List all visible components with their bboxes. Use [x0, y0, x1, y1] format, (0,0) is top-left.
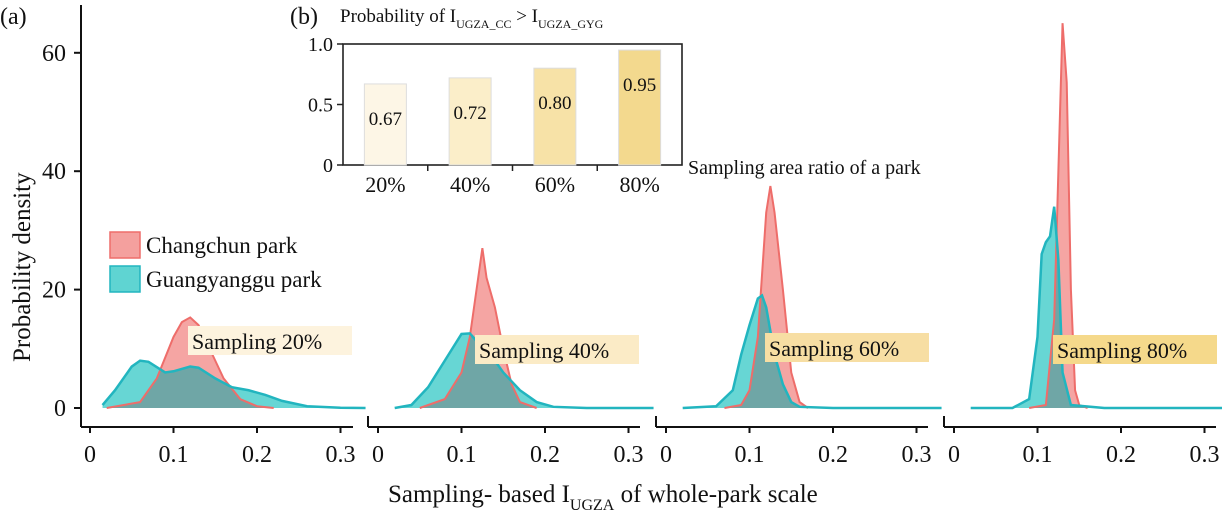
sampling-annotation-label: Sampling 20% — [192, 329, 322, 354]
changchun-density-line — [106, 316, 274, 409]
x-tick-label: 0.2 — [530, 442, 560, 468]
changchun-density-line — [419, 248, 537, 409]
inset-y-tick-label: 0 — [323, 155, 333, 177]
inset-x-axis-label: Sampling area ratio of a park — [688, 157, 921, 179]
legend-label: Guangyanggu park — [146, 267, 322, 292]
sampling-annotation-label: Sampling 80% — [1057, 338, 1187, 363]
inset-bar — [533, 67, 577, 166]
panel-b-label: (b) — [290, 4, 318, 30]
density-panel: 0 0.1 0.2 0.3 Sampling 20% — [81, 316, 366, 468]
panel-a-label: (a) — [0, 4, 27, 30]
x-tick-label: 0.2 — [242, 442, 272, 468]
x-axis-label-tail: of whole-park scale — [614, 481, 817, 508]
inset-x-tick-label: 20% — [365, 172, 405, 197]
inset-title-sub1: UGZA_CC — [456, 17, 511, 31]
changchun-density-line — [1028, 23, 1088, 409]
sampling-annotation-label: Sampling 60% — [769, 336, 899, 361]
x-tick-label: 0.3 — [1190, 442, 1220, 468]
x-axis-label-main: Sampling- based I — [388, 481, 570, 508]
inset-title-main: Probability of I — [340, 6, 456, 27]
y-axis-label: Probability density — [9, 172, 36, 362]
x-axis-label-sub: UGZA — [570, 497, 615, 513]
inset-bar — [448, 77, 492, 166]
x-axis-label: Sampling- based IUGZA of whole-park scal… — [388, 481, 818, 513]
x-tick-label: 0 — [372, 442, 384, 468]
x-tick-label: 0.3 — [902, 442, 932, 468]
legend-swatch — [109, 265, 141, 293]
inset-x-tick-label: 40% — [450, 172, 490, 197]
sampling-annotation-bg — [475, 335, 639, 364]
y-tick-label: 20 — [42, 278, 66, 304]
guangyanggu-density-line — [970, 206, 1222, 410]
x-tick-label: 0.3 — [326, 442, 356, 468]
changchun-density-line — [724, 185, 809, 409]
inset-bar-value-label: 0.67 — [369, 109, 402, 130]
guangyanggu-density-area — [682, 295, 942, 408]
y-tick-label: 40 — [42, 159, 66, 185]
inset-bar-value-label: 0.72 — [454, 103, 487, 124]
changchun-density-area — [1029, 23, 1088, 408]
x-tick-label: 0 — [660, 442, 672, 468]
x-tick-label: 0.3 — [614, 442, 644, 468]
legend: Changchun park Guangyanggu park — [109, 231, 322, 293]
x-tick-label: 0.2 — [1106, 442, 1136, 468]
x-tick-label: 0.1 — [1023, 442, 1053, 468]
density-panel: 0 0.1 0.2 0.3 Sampling 80% — [943, 23, 1222, 468]
density-plots: 0 20 40 60 0 0.1 0.2 0.3 Sampling 20% 0 0.1 0.2 0.3 S… — [42, 5, 1222, 468]
inset-bar-value-label: 0.80 — [538, 93, 571, 114]
guangyanggu-density-line — [682, 293, 942, 410]
y-axis: 0 20 40 60 — [42, 5, 82, 427]
x-tick-label: 0 — [948, 442, 960, 468]
x-tick-label: 0.1 — [159, 442, 189, 468]
density-panel: 0 0.1 0.2 0.3 Sampling 60% — [655, 185, 942, 468]
legend-swatch — [109, 231, 141, 259]
sampling-annotation-bg — [765, 333, 929, 362]
inset-bar-chart: (b) Probability of IUGZA_CC > IUGZA_GYG … — [290, 4, 921, 197]
inset-x-tick-label: 80% — [619, 172, 659, 197]
changchun-density-area — [106, 317, 274, 408]
y-tick-label: 60 — [42, 41, 66, 67]
inset-bar — [363, 83, 407, 166]
inset-title-mid: > I — [511, 6, 538, 27]
density-panel: 0 0.1 0.2 0.3 Sampling 40% — [367, 248, 654, 468]
inset-y-tick-label: 0.5 — [308, 95, 333, 117]
y-tick-label: 0 — [54, 396, 66, 422]
inset-title-sub2: UGZA_GYG — [538, 17, 604, 31]
inset-bar-value-label: 0.95 — [623, 75, 656, 96]
sampling-annotation-bg — [1053, 335, 1217, 364]
x-tick-label: 0.1 — [447, 442, 477, 468]
x-tick-label: 0 — [84, 442, 96, 468]
inset-bar — [618, 49, 662, 166]
inset-x-tick-label: 60% — [535, 172, 575, 197]
x-tick-label: 0.1 — [735, 442, 765, 468]
legend-label: Changchun park — [146, 233, 298, 258]
inset-y-tick-label: 1.0 — [308, 34, 333, 56]
sampling-annotation-bg — [188, 326, 352, 355]
guangyanggu-density-line — [101, 359, 366, 410]
guangyanggu-density-area — [970, 206, 1222, 408]
x-tick-label: 0.2 — [818, 442, 848, 468]
inset-title: Probability of IUGZA_CC > IUGZA_GYG — [340, 6, 604, 31]
figure-texts: (a) Probability density Sampling- based … — [0, 4, 818, 513]
sampling-annotation-label: Sampling 40% — [479, 338, 609, 363]
